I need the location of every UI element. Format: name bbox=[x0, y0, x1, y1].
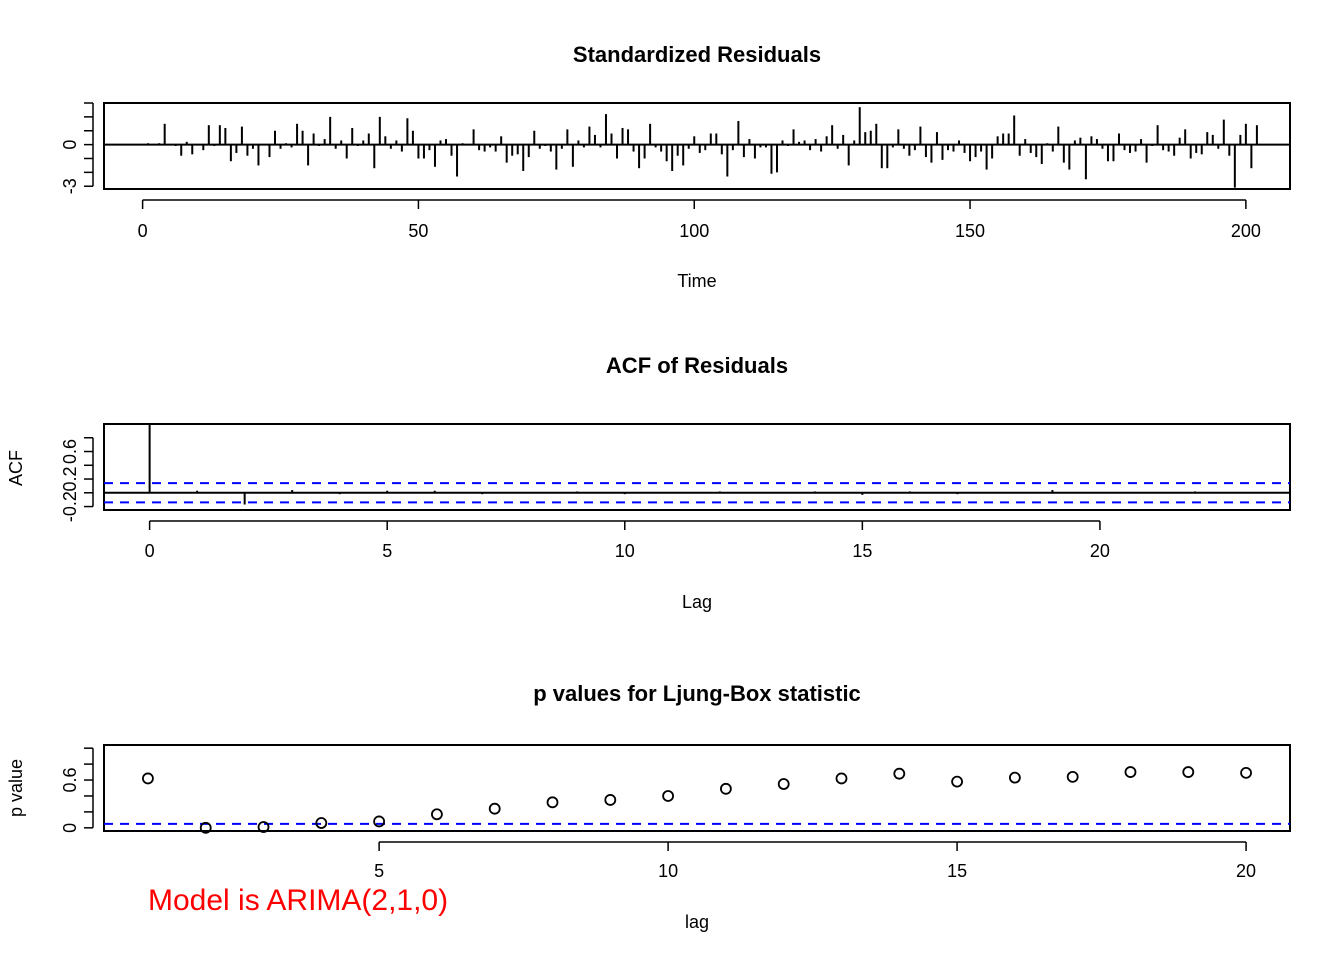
ljung-box-point bbox=[315, 817, 328, 829]
acf-y-tick-label: 0.2 bbox=[60, 467, 80, 492]
ljung-box-point bbox=[1240, 766, 1252, 779]
acf-y-tick-label: -0.2 bbox=[60, 491, 80, 522]
residuals-frame bbox=[103, 102, 1291, 190]
residuals-y-tick-label: 0 bbox=[60, 140, 80, 150]
ljung-box-point bbox=[1066, 770, 1079, 783]
ljung-box-x-tick-label: 20 bbox=[1236, 861, 1256, 881]
ljung-box-title: p values for Ljung-Box statistic bbox=[533, 681, 861, 706]
ljung-box-panel: p values for Ljung-Box statistic lag p v… bbox=[6, 681, 1291, 932]
residuals-x-tick-label: 0 bbox=[138, 221, 148, 241]
ljung-box-frame bbox=[103, 744, 1291, 832]
ljung-box-x-tick-label: 15 bbox=[947, 861, 967, 881]
acf-panel: ACF of Residuals Lag ACF 0 5 10 15 20 -0.20.2… bbox=[6, 353, 1291, 612]
residuals-x-tick-label: 150 bbox=[955, 221, 985, 241]
ljung-box-point bbox=[546, 796, 559, 809]
ljung-box-ylabel: p value bbox=[6, 759, 26, 817]
ljung-box-xlabel: lag bbox=[685, 912, 709, 932]
acf-frame bbox=[103, 423, 1291, 511]
ljung-box-point bbox=[257, 821, 270, 833]
ljung-box-point bbox=[431, 808, 443, 821]
acf-y-tick-label: 0.6 bbox=[60, 439, 80, 464]
residuals-title: Standardized Residuals bbox=[573, 42, 821, 67]
residuals-y-tick-label: -3 bbox=[60, 178, 80, 194]
model-note: Model is ARIMA(2,1,0) bbox=[148, 884, 448, 917]
ljung-box-point bbox=[604, 794, 617, 806]
ljung-box-point bbox=[662, 790, 675, 802]
ljung-box-point bbox=[1182, 766, 1195, 778]
ljung-box-point bbox=[142, 772, 154, 785]
ljung-box-x-tick-label: 5 bbox=[374, 861, 384, 881]
acf-x-tick-label: 0 bbox=[145, 541, 155, 561]
acf-x-tick-label: 5 bbox=[382, 541, 392, 561]
acf-x-tick-label: 10 bbox=[615, 541, 635, 561]
acf-xlabel: Lag bbox=[682, 592, 712, 612]
residuals-x-tick-label: 200 bbox=[1231, 221, 1261, 241]
ljung-box-point bbox=[777, 778, 790, 790]
residuals-panel: Standardized Residuals Time 0 50 100 150 200… bbox=[60, 42, 1291, 291]
ljung-box-y-tick-label: 0 bbox=[60, 823, 80, 833]
ljung-box-point bbox=[373, 815, 386, 828]
ljung-box-point bbox=[893, 767, 906, 780]
ljung-box-point bbox=[199, 821, 212, 834]
acf-x-tick-label: 20 bbox=[1090, 541, 1110, 561]
residuals-x-tick-label: 100 bbox=[679, 221, 709, 241]
ljung-box-point bbox=[719, 782, 732, 795]
ljung-box-point bbox=[1008, 771, 1021, 784]
residuals-xlabel: Time bbox=[677, 271, 716, 291]
acf-title: ACF of Residuals bbox=[606, 353, 788, 378]
ljung-box-point bbox=[951, 775, 963, 788]
ljung-box-y-tick-label: 0.6 bbox=[60, 768, 80, 793]
ljung-box-point bbox=[835, 772, 848, 785]
residuals-x-tick-label: 50 bbox=[408, 221, 428, 241]
acf-x-tick-label: 15 bbox=[852, 541, 872, 561]
ljung-box-x-tick-label: 10 bbox=[658, 861, 678, 881]
ljung-box-point bbox=[488, 802, 501, 815]
acf-ylabel: ACF bbox=[6, 450, 26, 486]
ljung-box-point bbox=[1124, 766, 1137, 778]
